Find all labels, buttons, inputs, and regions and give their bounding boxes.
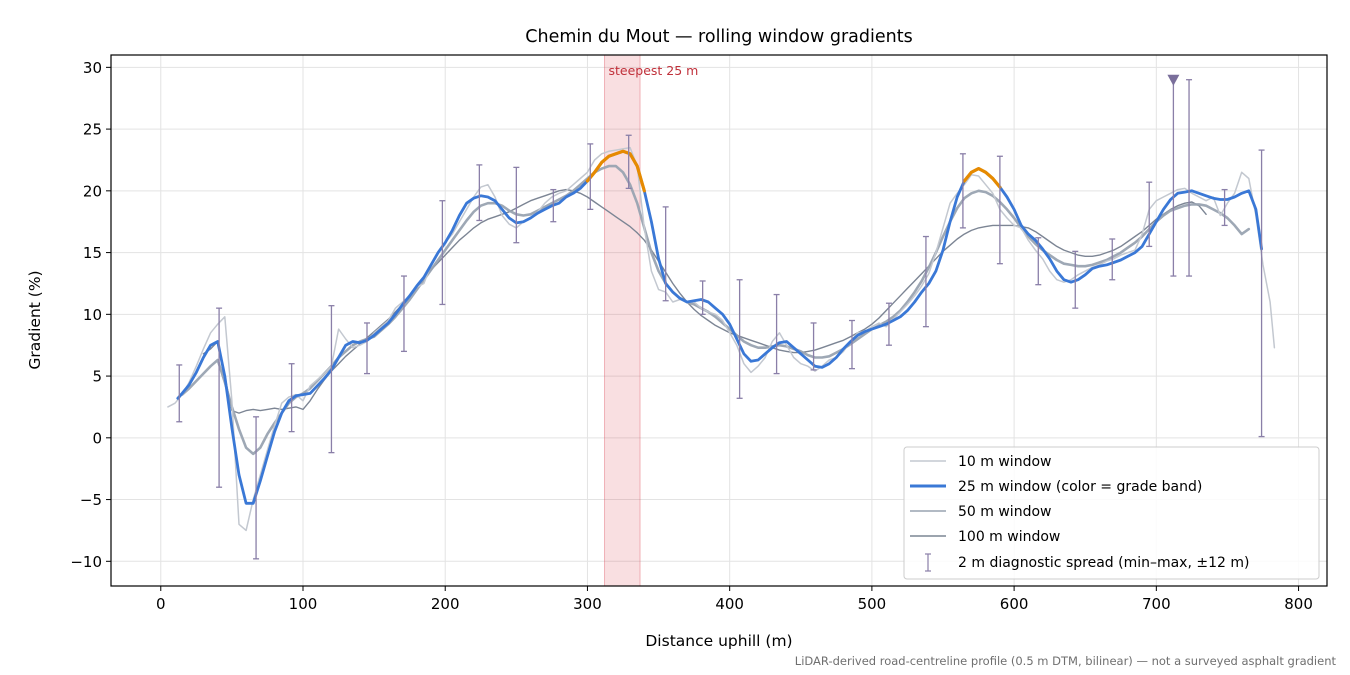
max-marker-triangle <box>1167 74 1180 86</box>
x-tick-label: 100 <box>289 595 318 613</box>
x-axis-label: Distance uphill (m) <box>645 632 792 650</box>
error-bar <box>625 134 632 190</box>
error-bar <box>253 416 260 560</box>
error-bar <box>773 293 780 375</box>
error-bar <box>848 319 855 370</box>
x-tick-label: 300 <box>573 595 602 613</box>
series-line-100m <box>202 188 1207 414</box>
error-bar <box>513 166 520 244</box>
legend-swatch-errorbar <box>925 553 931 572</box>
error-bar <box>550 188 557 223</box>
error-bar <box>176 364 183 423</box>
error-bar <box>699 280 706 315</box>
y-axis-label: Gradient (%) <box>26 270 44 369</box>
x-tick-label: 600 <box>1000 595 1029 613</box>
error-bar <box>736 279 743 399</box>
y-tick-label: −10 <box>70 553 102 571</box>
error-bar <box>1221 188 1228 227</box>
x-tick-label: 700 <box>1142 595 1171 613</box>
error-bar <box>216 307 223 488</box>
error-bar <box>328 305 335 454</box>
x-tick-label: 800 <box>1284 595 1313 613</box>
error-bar <box>996 155 1003 265</box>
x-tick-label: 400 <box>715 595 744 613</box>
plot-frame <box>110 54 1328 587</box>
error-bar <box>1035 237 1042 286</box>
error-bar <box>1146 181 1153 248</box>
x-tick-label: 200 <box>431 595 460 613</box>
steepest-highlight-band <box>604 54 641 587</box>
y-tick-label: 25 <box>83 121 102 139</box>
error-bar <box>364 322 370 375</box>
legend-label-100m: 100 m window <box>958 529 1060 545</box>
steepest-highlight-label: steepest 25 m <box>609 63 699 78</box>
error-bar <box>1109 238 1116 281</box>
footnote: LiDAR-derived road-centreline profile (0… <box>795 654 1337 668</box>
chart-title: Chemin du Mout — rolling window gradient… <box>525 27 912 47</box>
legend-box <box>903 446 1320 580</box>
error-bar <box>288 363 295 433</box>
series-line-25m <box>176 149 1263 505</box>
legend-label-10m: 10 m window <box>958 454 1051 470</box>
legend-label-50m: 50 m window <box>958 504 1051 520</box>
y-tick-label: −5 <box>80 491 102 509</box>
series-line-25m-grade-band <box>962 167 1002 189</box>
series-lines <box>167 146 1276 532</box>
legend-label-25m: 25 m window (color = grade band) <box>958 479 1202 495</box>
error-bar <box>662 206 669 302</box>
y-tick-label: 20 <box>83 182 102 200</box>
y-tick-label: 15 <box>83 244 102 262</box>
error-bar <box>885 302 892 346</box>
steepest-highlight: steepest 25 m <box>604 54 699 587</box>
series-line-25m-grade-band <box>585 149 646 193</box>
error-bar <box>476 164 483 222</box>
error-bar <box>959 153 966 229</box>
error-bar <box>1072 250 1079 309</box>
error-bar <box>810 322 817 371</box>
legend: 10 m window 25 m window (color = grade b… <box>903 446 1320 580</box>
error-bar <box>922 235 929 328</box>
error-bar <box>439 200 446 306</box>
x-tick-label: 500 <box>858 595 887 613</box>
max-marker <box>1167 74 1180 86</box>
error-bar <box>400 275 407 353</box>
error-bar <box>587 143 594 211</box>
error-bar <box>1258 149 1265 438</box>
x-tick-label: 0 <box>156 595 166 613</box>
y-tick-label: 0 <box>92 429 102 447</box>
error-bars <box>176 79 1265 560</box>
axis-ticks: 0 100 200 300 400 500 600 700 800 −10 −5 0 5 10 15 20 25… <box>70 59 1313 613</box>
y-tick-label: 10 <box>83 306 102 324</box>
error-bar <box>1186 79 1193 277</box>
y-tick-label: 5 <box>92 368 102 386</box>
y-tick-label: 30 <box>83 59 102 77</box>
legend-label-errorbar: 2 m diagnostic spread (min–max, ±12 m) <box>958 555 1249 571</box>
